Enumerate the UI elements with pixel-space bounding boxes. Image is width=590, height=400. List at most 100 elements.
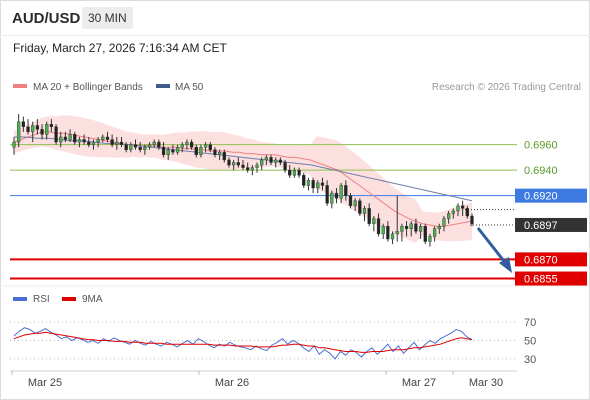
candle	[17, 114, 21, 148]
candle-body	[180, 144, 184, 148]
candle-body	[45, 124, 49, 135]
rsi-panel: 70 50 30	[10, 317, 536, 366]
candle	[124, 142, 128, 153]
candle-body	[344, 185, 348, 196]
candle	[213, 147, 217, 158]
candle-body	[442, 218, 446, 227]
candle-body	[470, 215, 474, 224]
rsi-ma-legend-swatch	[62, 297, 76, 301]
candle	[40, 124, 44, 140]
candle	[428, 233, 432, 247]
candle-body	[63, 136, 68, 140]
candle	[63, 131, 68, 143]
candle	[269, 154, 273, 166]
candle	[362, 205, 367, 222]
candle	[367, 203, 371, 227]
candle-body	[143, 146, 147, 150]
candle	[49, 119, 54, 132]
candle	[77, 136, 82, 148]
candle	[110, 134, 114, 148]
candle	[404, 221, 409, 237]
candle	[320, 177, 325, 191]
candle-body	[330, 192, 334, 204]
timeframe-badge[interactable]: 30 MIN	[82, 7, 133, 29]
candle-body	[17, 121, 21, 143]
moving-averages	[13, 131, 473, 227]
level-tag-0.6870	[515, 252, 587, 267]
candlesticks	[12, 114, 474, 247]
level-label-0.6920: 0.6920	[524, 191, 558, 203]
candle-body	[465, 208, 469, 217]
candle-body	[12, 141, 16, 148]
candle	[227, 157, 231, 168]
candle	[330, 190, 334, 209]
candle	[344, 180, 348, 201]
candle-body	[283, 162, 287, 171]
candle-body	[320, 182, 325, 186]
candle	[31, 121, 35, 143]
candle-body	[414, 223, 418, 232]
rsi-tick-70: 70	[524, 317, 536, 329]
candle	[217, 149, 222, 160]
candle	[432, 226, 437, 242]
candle	[171, 144, 175, 155]
candle-body	[269, 157, 273, 163]
candle	[339, 182, 343, 204]
candle-body	[381, 226, 385, 235]
price-tags: 0.6960 0.6940 0.6920 0.6870 0.6855 0.6897	[515, 140, 587, 286]
candle-body	[362, 208, 367, 214]
candle	[129, 142, 133, 153]
candle	[395, 195, 399, 242]
candle	[334, 187, 339, 204]
candle	[372, 216, 376, 232]
rsi-ma-legend-label: 9MA	[82, 294, 103, 305]
candle	[147, 142, 152, 150]
candle	[386, 221, 390, 242]
candle	[232, 159, 236, 171]
candle-body	[101, 136, 105, 140]
candle-body	[194, 146, 198, 156]
rsi-legend-swatch	[13, 297, 27, 301]
level-tag-0.6920	[515, 188, 587, 203]
candle-body	[264, 157, 269, 161]
candle	[297, 167, 301, 178]
candle-body	[288, 169, 292, 176]
candle-body	[147, 144, 152, 148]
candle-body	[246, 167, 250, 171]
candle	[381, 223, 385, 239]
candle	[189, 139, 194, 150]
candle	[21, 116, 25, 132]
candle-body	[292, 169, 297, 176]
candle-body	[175, 146, 180, 153]
candle	[260, 157, 264, 171]
candle	[26, 119, 30, 135]
candle-body	[334, 192, 339, 199]
datetime-label: Friday, March 27, 2026 7:16:34 AM CET	[13, 41, 227, 55]
level-label-0.6960: 0.6960	[524, 140, 558, 152]
x-tick-label: Mar 27	[402, 377, 436, 389]
candle-body	[461, 205, 465, 209]
candle	[465, 205, 469, 219]
candle	[348, 193, 353, 209]
candle-body	[376, 218, 381, 235]
candle-body	[372, 218, 376, 224]
candle	[461, 200, 465, 217]
candle-body	[451, 210, 455, 214]
candle	[423, 223, 427, 245]
candle	[68, 129, 72, 143]
candle-body	[157, 141, 161, 148]
candle	[442, 216, 446, 232]
candle	[194, 144, 198, 158]
candle	[446, 210, 451, 224]
candle	[96, 136, 100, 148]
candle-body	[274, 159, 278, 163]
candle	[199, 144, 203, 158]
candle-body	[367, 208, 371, 224]
candle-body	[255, 164, 259, 168]
candle	[353, 198, 357, 211]
candle	[87, 136, 91, 148]
candle-body	[59, 136, 63, 143]
candle-body	[358, 200, 362, 214]
header-divider	[0, 35, 590, 36]
